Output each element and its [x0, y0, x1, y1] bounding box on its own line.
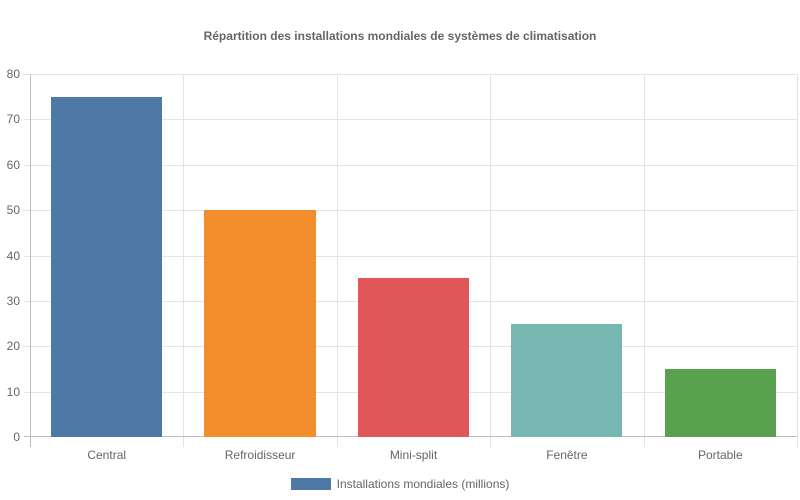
- y-tick-label: 30: [6, 293, 20, 308]
- x-tick-label: Fenêtre: [546, 448, 588, 462]
- v-gridline: [183, 74, 184, 447]
- y-tick-label: 0: [13, 430, 20, 444]
- bar-refroidisseur[interactable]: [204, 210, 316, 437]
- chart-title: Répartition des installations mondiales …: [203, 29, 597, 43]
- y-tick-label: 40: [6, 248, 20, 263]
- v-gridline: [490, 74, 491, 447]
- y-tick-label: 10: [6, 384, 20, 399]
- x-tick-label: Central: [87, 448, 127, 462]
- h-gridline: [24, 164, 797, 166]
- bar-mini-split[interactable]: [357, 278, 470, 437]
- bar-portable[interactable]: [664, 368, 776, 437]
- bar-fenêtre[interactable]: [511, 323, 623, 437]
- h-gridline: [24, 210, 797, 212]
- h-gridline: [24, 255, 797, 257]
- legend-swatch[interactable]: [290, 478, 331, 490]
- legend: Installations mondiales (millions): [0, 477, 800, 491]
- h-gridline: [24, 74, 797, 75]
- y-tick-label: 50: [6, 203, 20, 218]
- plot-area: 0 10 20 30 40 50 60 70 80 Central Refroidisseur Min…: [7, 67, 798, 462]
- x-tick-label: Mini-split: [389, 448, 438, 462]
- x-tick-label: Refroidisseur: [224, 448, 296, 462]
- v-gridline: [644, 74, 645, 447]
- v-gridline: [337, 74, 338, 447]
- x-tick-label: Portable: [697, 448, 743, 462]
- h-gridline: [24, 119, 797, 121]
- legend-label[interactable]: Installations mondiales (millions): [336, 477, 510, 491]
- y-tick-label: 70: [6, 112, 20, 127]
- y-axis: [30, 74, 31, 447]
- bar-central[interactable]: [51, 96, 163, 437]
- v-gridline: [797, 74, 798, 447]
- y-tick-label: 20: [6, 339, 20, 354]
- y-tick-label: 80: [6, 67, 20, 81]
- y-tick-label: 60: [6, 157, 20, 172]
